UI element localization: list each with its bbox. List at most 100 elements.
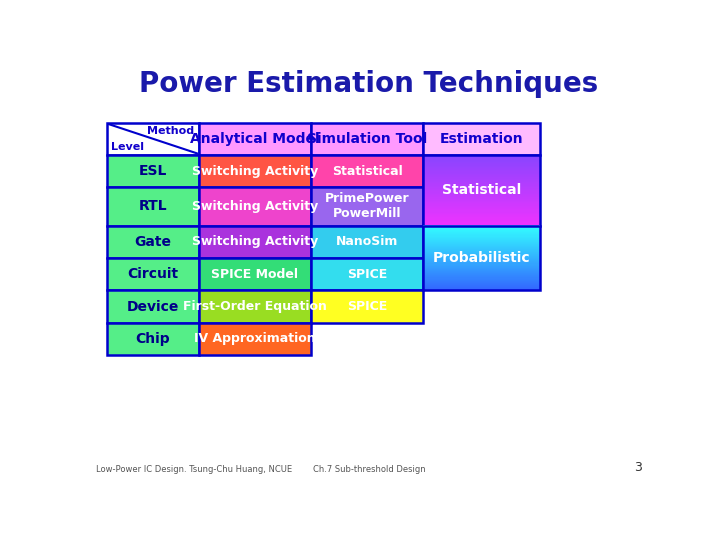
Bar [423,247,539,248]
Text: Switching Activity: Switching Activity [192,235,318,248]
Bar [423,240,539,242]
Bar [423,123,539,155]
Bar [423,177,539,179]
Bar [423,241,539,243]
Bar [423,187,539,189]
Bar [423,218,539,220]
Text: 3: 3 [634,462,642,475]
Bar [423,172,539,174]
Bar [423,288,539,289]
Text: Switching Activity: Switching Activity [192,165,318,178]
Bar [423,235,539,237]
Bar [423,265,539,267]
Bar [423,224,539,226]
Text: Estimation: Estimation [440,132,523,146]
Bar [423,199,539,201]
Bar [423,184,539,186]
Bar [423,263,539,265]
Bar [423,237,539,239]
Bar [423,173,539,175]
Bar [423,161,539,163]
Bar [423,157,539,158]
Bar [423,163,539,164]
Bar [423,234,539,235]
Bar [423,275,539,276]
Bar [423,289,539,291]
Bar [423,181,539,183]
Bar [423,206,539,208]
Bar [199,187,311,226]
Bar [107,187,199,226]
Bar [423,165,539,167]
Bar [423,278,539,280]
Text: Switching Activity: Switching Activity [192,200,318,213]
Bar [107,155,199,187]
Bar [423,284,539,285]
Bar [199,155,311,187]
Bar [423,204,539,206]
Bar [423,248,539,249]
Bar [423,192,539,194]
Bar [423,217,539,219]
Bar [423,250,539,252]
Bar [199,258,311,291]
Bar [423,281,539,283]
Text: Device: Device [127,300,179,314]
Bar [423,193,539,195]
Bar [423,194,539,196]
Bar [423,170,539,171]
Bar [311,155,423,187]
Bar [423,213,539,215]
Text: Ch.7 Sub-threshold Design: Ch.7 Sub-threshold Design [312,465,426,475]
Bar [423,185,539,187]
Bar [423,164,539,166]
Bar [311,226,423,258]
Bar [423,256,539,258]
Bar [311,187,423,226]
Bar [423,258,539,259]
Bar [423,230,539,231]
Bar [423,211,539,213]
Bar [423,183,539,184]
Bar [199,291,311,323]
Bar [423,179,539,181]
Bar [423,253,539,255]
Bar [423,246,539,247]
Bar [423,285,539,286]
Bar [423,189,539,190]
Bar [423,154,539,156]
Text: Analytical Model: Analytical Model [190,132,320,146]
Bar [423,197,539,199]
Bar [423,159,539,161]
Bar [423,268,539,270]
Bar [423,222,539,224]
Text: Statistical: Statistical [442,183,521,197]
Bar [423,227,539,229]
Bar [423,236,539,238]
Bar [423,155,539,226]
Bar [423,180,539,182]
Bar [423,221,539,222]
Text: Circuit: Circuit [127,267,179,281]
Bar [107,226,199,258]
Bar [423,254,539,256]
Bar [423,219,539,221]
Bar [423,171,539,173]
Bar [423,280,539,282]
Bar [423,260,539,261]
Bar [423,156,539,157]
Text: SPICE Model: SPICE Model [211,268,298,281]
Bar [423,245,539,246]
Bar [423,255,539,257]
Bar [423,210,539,212]
Bar [423,232,539,233]
Text: ESL: ESL [138,164,167,178]
Text: First-Order Equation: First-Order Equation [183,300,327,313]
Bar [423,267,539,269]
Bar [423,282,539,284]
Bar [423,259,539,260]
Bar [423,228,539,230]
Bar [423,238,539,240]
Text: Statistical: Statistical [332,165,402,178]
Bar [423,252,539,254]
